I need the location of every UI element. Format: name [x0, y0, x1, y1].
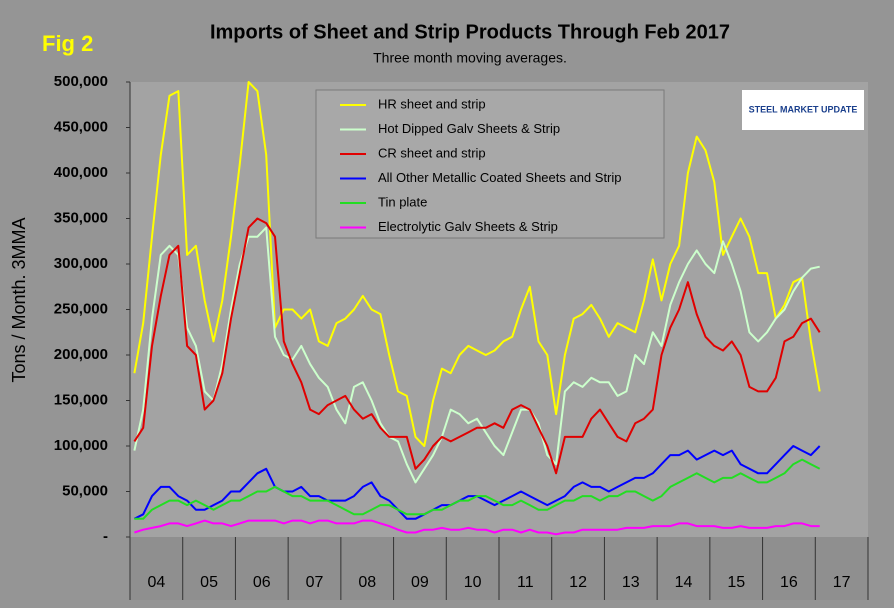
logo: STEEL MARKET UPDATE: [749, 104, 858, 114]
y-tick-label: 250,000: [54, 300, 108, 317]
series-line: [134, 458, 821, 520]
series-line: [133, 226, 820, 484]
chart-subtitle: Three month moving averages.: [373, 50, 567, 66]
legend-label: Hot Dipped Galv Sheets & Strip: [378, 121, 560, 136]
legend-label: CR sheet and strip: [378, 145, 486, 160]
series-line: [133, 217, 821, 475]
legend-label: Electrolytic Galv Sheets & Strip: [378, 219, 558, 234]
x-tick-label: 05: [200, 574, 218, 591]
x-tick-label: 16: [780, 574, 798, 591]
chart-title: Imports of Sheet and Strip Products Thro…: [210, 21, 730, 43]
y-tick-label: -: [103, 528, 108, 545]
x-tick-label: 09: [411, 574, 429, 591]
x-tick-label: 12: [569, 574, 587, 591]
y-tick-label: 50,000: [62, 482, 108, 499]
figure-label: Fig 2: [42, 31, 93, 56]
legend-box: [315, 89, 665, 239]
series-line: [134, 519, 820, 536]
y-tick-label: 450,000: [54, 118, 108, 135]
x-tick-label: 11: [517, 574, 534, 591]
series-line: [133, 81, 821, 447]
y-tick-label: 150,000: [54, 391, 108, 408]
x-tick-label: 07: [306, 574, 324, 591]
legend-label: All Other Metallic Coated Sheets and Str…: [378, 170, 622, 185]
legend-label: HR sheet and strip: [378, 96, 486, 111]
x-tick-label: 17: [833, 574, 851, 591]
x-tick-label: 08: [358, 574, 376, 591]
y-axis-label: Tons / Month. 3MMA: [9, 217, 29, 382]
logo-box: [742, 90, 864, 130]
y-tick-label: 400,000: [54, 164, 108, 181]
x-tick-label: 13: [622, 574, 640, 591]
x-tick-label: 15: [727, 574, 745, 591]
x-tick-label: 06: [253, 574, 271, 591]
legend-label: Tin plate: [378, 194, 427, 209]
y-tick-label: 500,000: [54, 73, 108, 90]
x-tick-label: 04: [147, 574, 165, 591]
x-tick-label: 10: [464, 574, 482, 591]
y-tick-label: 300,000: [54, 255, 108, 272]
y-tick-label: 200,000: [54, 346, 108, 363]
x-tick-label: 14: [675, 574, 693, 591]
y-tick-label: 350,000: [54, 209, 108, 226]
y-tick-label: 100,000: [54, 437, 108, 454]
